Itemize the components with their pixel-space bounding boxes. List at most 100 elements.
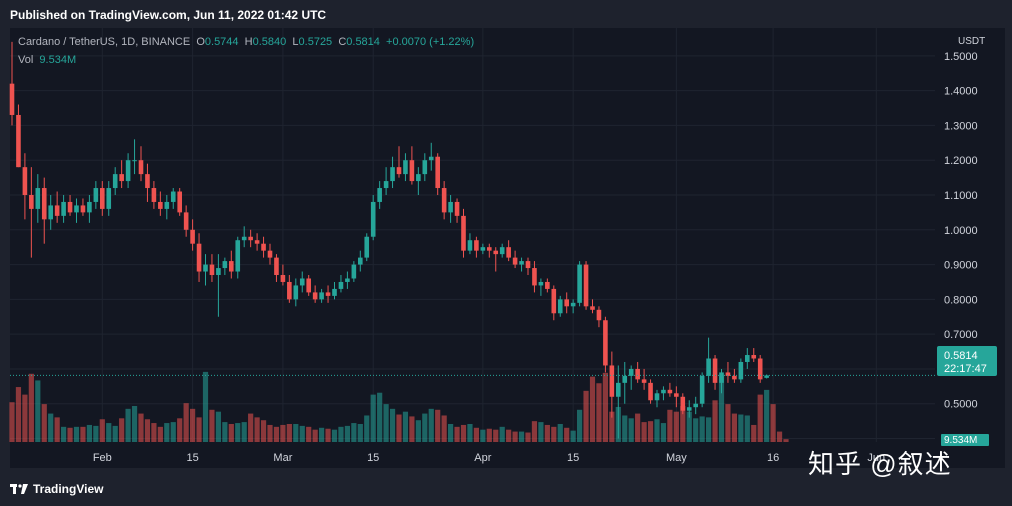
volume-bar [338, 426, 344, 442]
volume-bar [647, 421, 654, 442]
tradingview-logo-icon [10, 484, 28, 494]
candle-body [287, 281, 292, 300]
volume-bar [544, 424, 550, 442]
candle-body [661, 389, 666, 394]
candle-body [93, 188, 99, 202]
candle-body [757, 358, 763, 380]
volume-bar [389, 408, 396, 442]
volume-bar [80, 426, 86, 442]
candle-body [570, 302, 576, 307]
volume-bar [260, 420, 267, 442]
volume-bar [215, 411, 221, 442]
volume-bar [299, 425, 305, 442]
candle-body [467, 240, 473, 251]
volume-bar [693, 418, 699, 442]
candle-body [248, 236, 253, 241]
x-tick-label: May [666, 452, 687, 464]
volume-bar [783, 439, 789, 442]
candle-body [125, 160, 131, 182]
candle-body [635, 368, 640, 380]
y-tick-label: 1.2000 [944, 155, 978, 167]
ohlc-legend: Cardano / TetherUS, 1D, BINANCE O0.5744 … [18, 36, 474, 48]
volume-bar [119, 418, 125, 442]
volume-bar [209, 409, 215, 442]
candle-body [216, 268, 221, 276]
grid-lines [10, 28, 935, 442]
volume-bar [441, 415, 447, 442]
candle-body [209, 264, 215, 276]
y-tick-label: 1.0000 [944, 225, 978, 237]
candle-body [164, 201, 170, 209]
x-tick-label: Jun [867, 452, 885, 464]
volume-bar [131, 406, 138, 442]
candle-body [461, 215, 466, 251]
volume-bar [402, 411, 409, 442]
volume-bar [325, 428, 331, 442]
candle-body [499, 247, 505, 255]
candle-body [764, 375, 769, 378]
volume-bar [635, 413, 641, 442]
volume-bar [170, 422, 176, 442]
x-tick-label: Feb [93, 452, 112, 464]
candle-body [332, 288, 337, 296]
volume-bar [222, 422, 228, 442]
candle-body [545, 281, 550, 289]
candle-body [229, 261, 234, 272]
volume-bar [177, 418, 183, 442]
brand-name: TradingView [33, 482, 104, 496]
volume-bar [641, 422, 647, 442]
volume-bar [383, 404, 389, 442]
volume-bar [744, 415, 750, 442]
volume-bar [660, 423, 667, 442]
volume-bar [293, 424, 299, 442]
time-axis: Feb 15 Mar 15 Apr 15 May 16 Jun [93, 452, 885, 464]
open-value: 0.5744 [204, 36, 239, 48]
candle-body [383, 181, 389, 189]
candle-body [29, 194, 34, 209]
volume-bars [9, 371, 789, 442]
volume-bar [112, 425, 118, 442]
candle-body [474, 240, 479, 251]
candle-body [616, 382, 621, 397]
candle-body [293, 285, 299, 300]
volume-bar [622, 415, 628, 442]
volume-bar [396, 414, 402, 442]
volume-bar [518, 431, 525, 442]
volume-bar [319, 427, 325, 442]
candle-body [519, 261, 524, 265]
candle-body [151, 188, 157, 202]
brand[interactable]: TradingView [10, 482, 103, 496]
volume-bar [125, 408, 131, 442]
candle-body [719, 372, 724, 383]
candle-body [583, 264, 589, 307]
x-tick-label: Mar [273, 452, 292, 464]
change-value: +0.0070 (+1.22%) [386, 36, 475, 48]
candle-body [274, 257, 279, 276]
volume-bar [680, 406, 686, 442]
volume-bar [776, 431, 783, 442]
volume-bar [699, 416, 705, 442]
candle-body [74, 205, 79, 213]
x-tick-label: 15 [186, 452, 198, 464]
volume-bar [706, 417, 712, 442]
candle-body [648, 382, 653, 401]
candle-body [693, 403, 698, 408]
low-label: L [292, 36, 299, 48]
volume-label: Vol [18, 54, 34, 66]
candle-body [538, 281, 544, 286]
volume-bar [577, 409, 583, 442]
volume-bar [486, 428, 492, 442]
x-tick-label: 15 [367, 452, 379, 464]
volume-bar [499, 426, 505, 442]
volume-bar [448, 424, 454, 442]
last-volume-badge-bg [941, 434, 989, 446]
volume-bar [428, 408, 434, 442]
candle-body [48, 205, 53, 220]
volume-bar [67, 427, 73, 442]
candle-body [138, 160, 144, 175]
y-tick-label: 1.1000 [944, 190, 978, 202]
volume-bar [183, 403, 189, 442]
watermark: 知乎 @叙述 [808, 449, 952, 479]
candle-body [261, 243, 266, 251]
